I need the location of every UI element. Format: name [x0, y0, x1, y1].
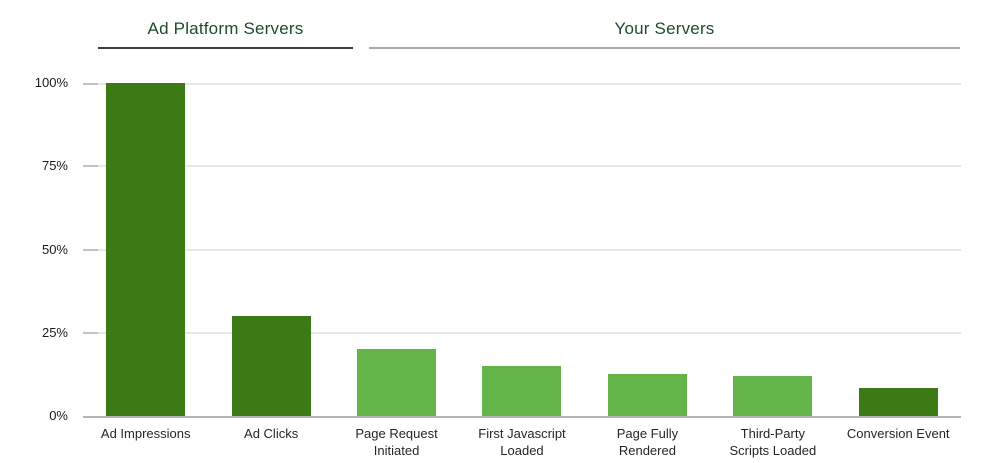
x-label-ad-clicks: Ad Clicks [208, 425, 333, 459]
group-underline-ad-platform-servers [98, 47, 353, 49]
bar-slot-page-request-initiated [334, 83, 459, 416]
x-label-first-javascript-loaded: First Javascript Loaded [459, 425, 584, 459]
x-label-line: Scripts Loaded [729, 443, 817, 458]
bar-page-fully-rendered [607, 374, 687, 416]
y-tick-25 [83, 331, 98, 334]
group-underline-your-servers [369, 47, 960, 49]
bar-slot-third-party-scripts-loaded [710, 83, 835, 416]
x-label-conversion-event: Conversion Event [836, 425, 961, 459]
x-label-line: Loaded [500, 443, 544, 458]
x-label-ad-impressions: Ad Impressions [83, 425, 208, 459]
x-label-page-request-initiated: Page Request Initiated [334, 425, 459, 459]
gridline-100 [83, 83, 961, 85]
y-tick-label-25: 25% [41, 324, 68, 340]
x-label-line: Page Fully [616, 426, 679, 441]
group-title-your-servers: Your Servers [614, 19, 715, 38]
x-label-line: Ad Impressions [100, 426, 191, 441]
x-label-third-party-scripts-loaded: Third-Party Scripts Loaded [710, 425, 835, 459]
x-label-line: Ad Clicks [244, 426, 299, 441]
x-label-line: Third-Party [740, 426, 805, 441]
x-label-line: First Javascript [478, 426, 566, 441]
bar-slot-ad-clicks [208, 83, 333, 416]
bar-slot-page-fully-rendered [585, 83, 710, 416]
y-tick-50 [83, 248, 98, 251]
x-label-line: Initiated [373, 443, 420, 458]
gridline-25 [83, 331, 961, 334]
bar-page-request-initiated [357, 349, 437, 416]
plot-area [83, 83, 961, 418]
y-tick-label-0: 0% [49, 408, 68, 423]
bar-slot-conversion-event [836, 83, 961, 416]
bar-third-party-scripts-loaded [733, 376, 813, 416]
y-tick-label-50: 50% [41, 241, 68, 257]
bar-conversion-event [858, 387, 938, 416]
x-label-line: Page Request [355, 426, 438, 441]
gridline-75 [83, 165, 961, 168]
bar-ad-clicks [231, 316, 311, 416]
bar-slot-first-javascript-loaded [459, 83, 584, 416]
x-axis-labels: Ad Impressions Ad Clicks Page Request Initi… [83, 425, 961, 459]
bar-first-javascript-loaded [482, 366, 562, 416]
x-label-page-fully-rendered: Page Fully Rendered [585, 425, 710, 459]
bar-ad-impressions [106, 83, 186, 416]
gridline-50 [83, 248, 961, 251]
y-tick-label-75: 75% [41, 158, 68, 174]
bar-slot-ad-impressions [83, 83, 208, 416]
group-title-ad-platform-servers: Ad Platform Servers [147, 19, 304, 38]
y-tick-75 [83, 165, 98, 168]
group-header-ad-platform-servers: Ad Platform Servers [98, 0, 353, 49]
y-tick-label-100: 100% [34, 75, 68, 90]
y-tick-100 [83, 83, 98, 85]
x-label-line: Rendered [618, 443, 676, 458]
group-header-your-servers: Your Servers [369, 0, 960, 49]
x-label-line: Conversion Event [846, 426, 950, 441]
bars [83, 83, 961, 416]
